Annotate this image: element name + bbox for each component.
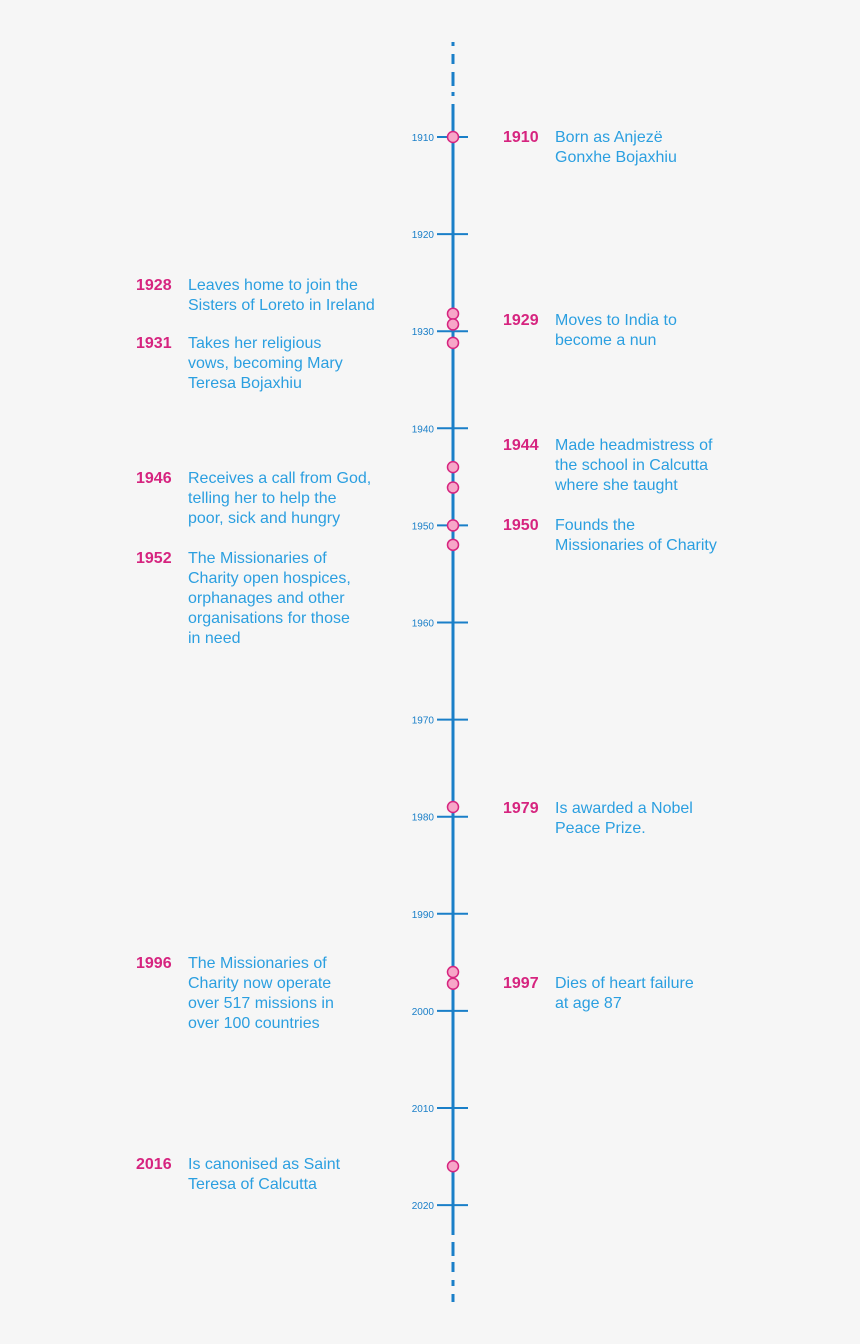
event-1946: 1946 Receives a call from God, telling h… [136, 469, 388, 529]
event-year: 1952 [136, 550, 172, 567]
event-description: Founds the Missionaries of Charity [555, 517, 717, 554]
tick-label: 1970 [412, 716, 435, 727]
event-1997: 1997 Dies of heart failure at age 87 [503, 974, 755, 1014]
tick-label: 2010 [412, 1104, 435, 1115]
event-description: Made headmistress of the school in Calcu… [555, 437, 713, 494]
event-1979: 1979 Is awarded a Nobel Peace Prize. [503, 799, 755, 839]
event-1944: 1944 Made headmistress of the school in … [503, 436, 755, 496]
event-year: 1997 [503, 975, 539, 992]
event-description: Dies of heart failure at age 87 [555, 975, 694, 1012]
tick-label: 1930 [412, 327, 435, 338]
tick-label: 1960 [412, 619, 435, 630]
event-description: The Missionaries of Charity now operate … [188, 955, 334, 1032]
event-marker [446, 460, 460, 474]
event-description: The Missionaries of Charity open hospice… [188, 550, 351, 647]
event-year: 2016 [136, 1156, 172, 1173]
event-1928: 1928 Leaves home to join the Sisters of … [136, 276, 408, 316]
event-marker [446, 481, 460, 494]
event-1952: 1952 The Missionaries of Charity open ho… [136, 549, 388, 649]
event-marker [446, 318, 460, 331]
event-marker [446, 307, 460, 320]
tick-label: 1990 [412, 910, 435, 921]
event-marker [446, 800, 460, 814]
event-1929: 1929 Moves to India to become a nun [503, 311, 755, 351]
event-year: 1928 [136, 277, 172, 294]
event-marker [446, 336, 460, 350]
event-description: Born as Anjezë Gonxhe Bojaxhiu [555, 129, 677, 166]
tick-label: 1950 [412, 521, 435, 532]
event-description: Moves to India to become a nun [555, 312, 677, 349]
tick-label: 1940 [412, 424, 435, 435]
event-description: Is canonised as Saint Teresa of Calcutta [188, 1156, 341, 1193]
event-1950: 1950 Founds the Missionaries of Charity [503, 516, 755, 556]
event-year: 1950 [503, 517, 539, 534]
event-1910: 1910 Born as Anjezë Gonxhe Bojaxhiu [503, 128, 755, 168]
tick-label: 1980 [412, 813, 435, 824]
event-marker [446, 965, 460, 979]
event-year: 1946 [136, 470, 172, 487]
tick-label: 2020 [412, 1201, 435, 1212]
event-description: Receives a call from God, telling her to… [188, 470, 372, 527]
event-marker [446, 1160, 460, 1173]
event-1931: 1931 Takes her religious vows, becoming … [136, 334, 388, 394]
event-year: 1944 [503, 437, 539, 454]
event-description: Takes her religious vows, becoming Mary … [188, 335, 343, 392]
event-description: Is awarded a Nobel Peace Prize. [555, 800, 693, 837]
tick-label: 1910 [412, 133, 435, 144]
event-1996: 1996 The Missionaries of Charity now ope… [136, 954, 388, 1034]
event-year: 1929 [503, 312, 539, 329]
tick-label: 2000 [412, 1007, 435, 1018]
event-year: 1910 [503, 129, 539, 146]
event-marker [446, 538, 460, 552]
event-year: 1979 [503, 800, 539, 817]
event-2016: 2016 Is canonised as Saint Teresa of Cal… [136, 1155, 388, 1195]
event-marker [446, 977, 460, 990]
event-description: Leaves home to join the Sisters of Loret… [188, 277, 375, 314]
event-year: 1996 [136, 955, 172, 972]
event-marker [446, 519, 460, 532]
event-year: 1931 [136, 335, 172, 352]
event-marker [446, 130, 460, 144]
tick-label: 1920 [412, 230, 435, 241]
